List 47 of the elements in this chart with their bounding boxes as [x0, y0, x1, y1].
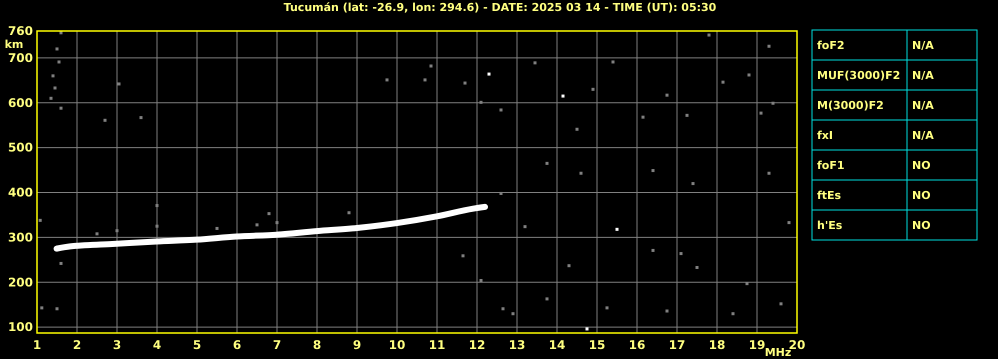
- text: N/A: [912, 129, 934, 142]
- x-tick-label: 3: [112, 338, 122, 352]
- chart-title: Tucumán (lat: -26.9, lon: 294.6) - DATE: 2025 03 14 - TIME (UT): 05:30: [284, 1, 717, 14]
- y-tick-label: 200: [8, 275, 33, 290]
- x-tick-label: 8: [312, 338, 322, 352]
- y-tick-label: 500: [8, 140, 33, 155]
- x-tick-label: 17: [668, 338, 686, 352]
- text: N/A: [912, 99, 934, 112]
- text: MUF(3000)F2: [817, 69, 900, 82]
- text: foF1: [817, 159, 845, 172]
- text: NO: [912, 159, 931, 172]
- text: ftEs: [817, 189, 842, 202]
- y-tick-label: 600: [8, 96, 33, 110]
- y-tick-label: 700: [8, 50, 33, 65]
- x-tick-label: 6: [232, 338, 242, 352]
- text: h'Es: [817, 219, 843, 232]
- point: [586, 327, 588, 330]
- text: NO: [912, 189, 931, 202]
- x-tick-label: 14: [548, 338, 566, 352]
- x-tick-label: 13: [508, 338, 526, 352]
- x-tick-label: 15: [588, 338, 606, 352]
- x-tick-label: 18: [708, 338, 726, 352]
- x-tick-label: 5: [192, 338, 202, 352]
- x-tick-label: 12: [468, 338, 486, 352]
- text: NO: [912, 219, 931, 232]
- point: [488, 72, 490, 76]
- x-tick-label: 2: [72, 338, 82, 352]
- y-tick-label: 300: [8, 230, 33, 244]
- text: fxI: [817, 129, 833, 142]
- x-tick-label: 4: [152, 338, 162, 352]
- x-tick-label: 1: [32, 338, 42, 352]
- y-tick-label: 100: [8, 320, 33, 334]
- y-tick-label: 400: [8, 186, 33, 200]
- x-tick-label: 7: [272, 338, 282, 352]
- x-tick-label: 10: [388, 338, 406, 352]
- y-tick-label: 760: [8, 24, 33, 38]
- text: M(3000)F2: [817, 99, 884, 112]
- y-axis-title: km: [4, 38, 24, 51]
- point: [562, 94, 564, 98]
- x-tick-label: 16: [628, 338, 646, 352]
- x-tick-label: 11: [428, 338, 446, 352]
- x-tick-label: 19: [748, 338, 766, 352]
- text: N/A: [912, 39, 934, 52]
- text: foF2: [817, 39, 845, 52]
- point: [616, 228, 618, 231]
- x-tick-label: 9: [352, 338, 362, 352]
- text: N/A: [912, 69, 934, 82]
